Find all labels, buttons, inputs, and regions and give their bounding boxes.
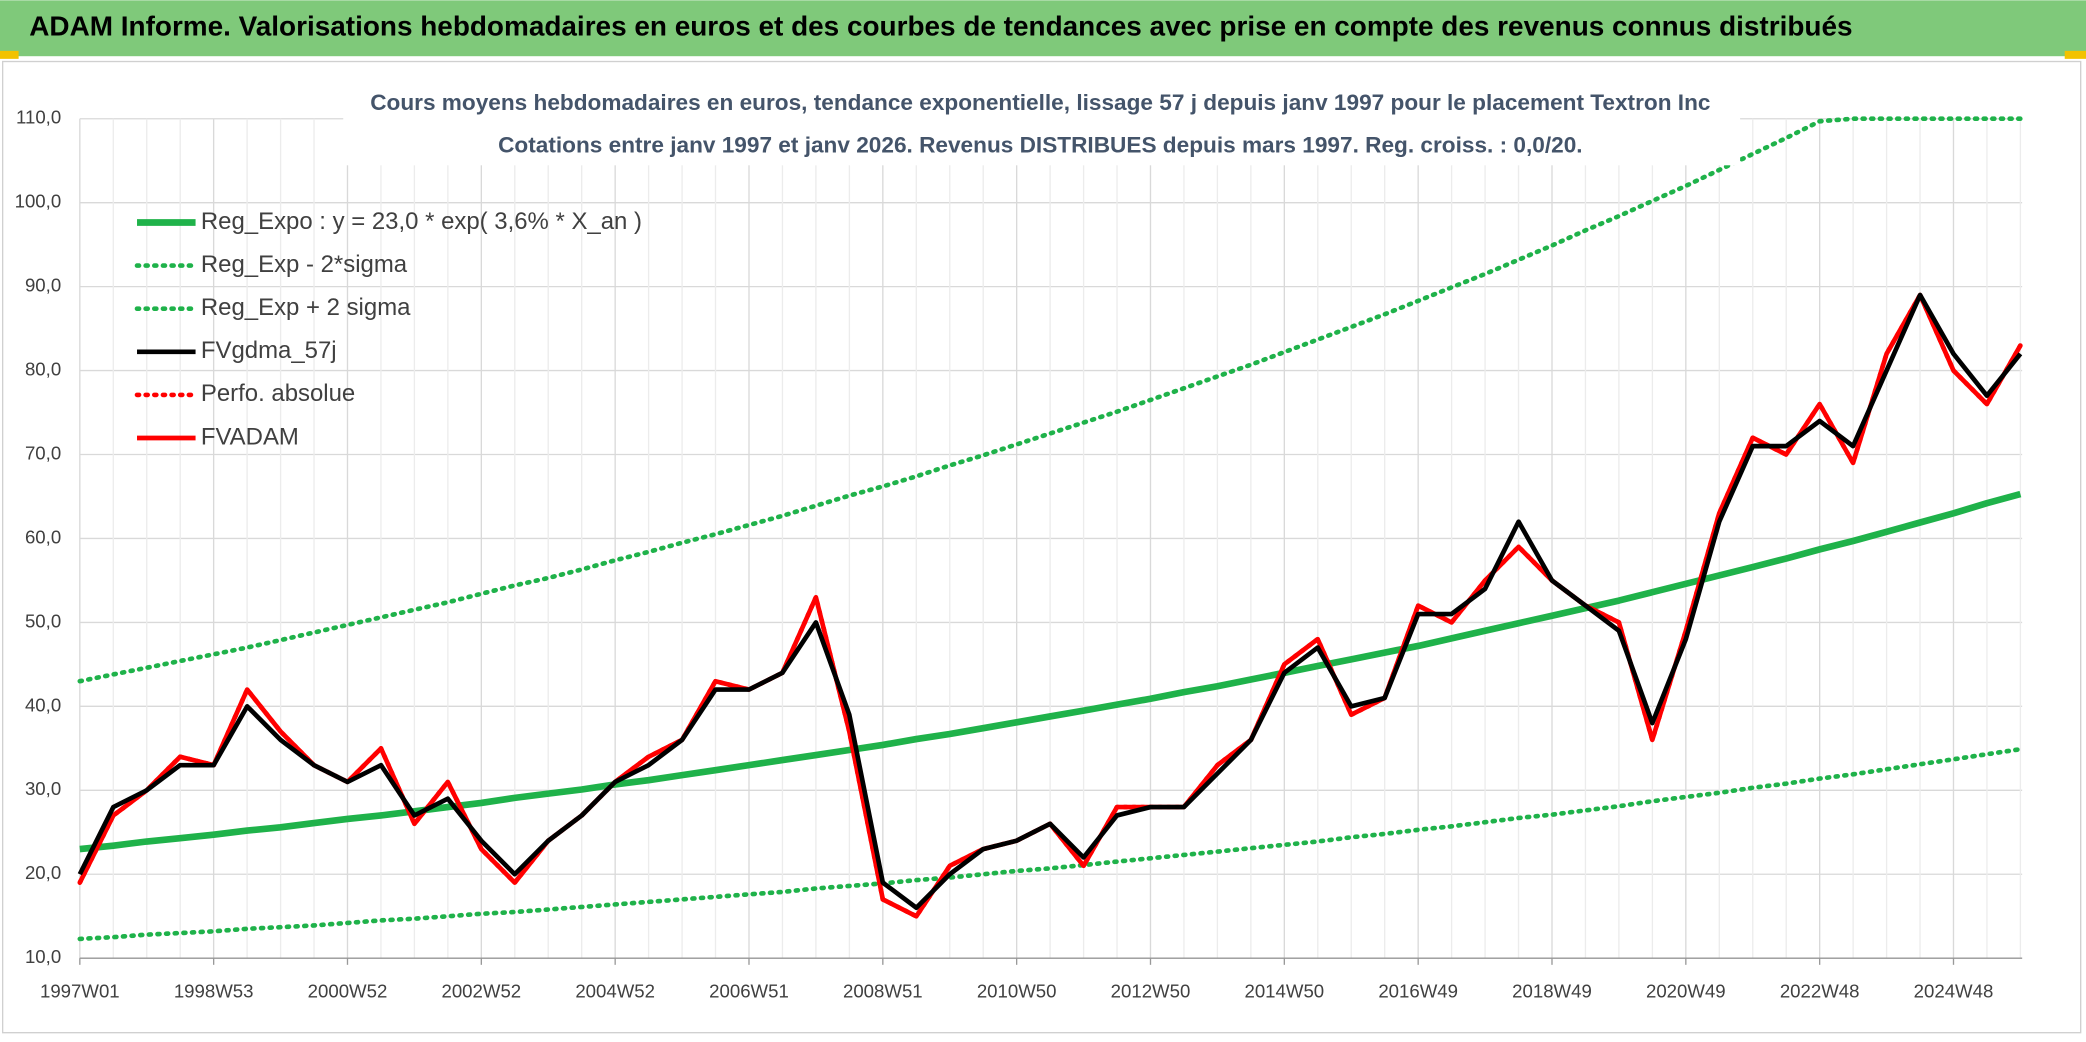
series-line [77, 746, 2023, 942]
x-tick-label: 1998W53 [174, 981, 254, 1002]
series-line [77, 116, 2023, 684]
y-tick-label: 90,0 [25, 275, 61, 296]
x-tick-label: 2008W51 [843, 981, 923, 1002]
x-tick-label: 2012W50 [1111, 981, 1191, 1002]
legend-label: Reg_Expo : y = 23,0 * exp( 3,6% * X_an ) [201, 208, 642, 235]
chart-subtitle: Cotations entre janv 1997 et janv 2026. … [498, 133, 1582, 158]
y-tick-label: 50,0 [25, 610, 61, 631]
header-title: ADAM Informe. Valorisations hebdomadaire… [29, 11, 1852, 42]
y-tick-label: 70,0 [25, 442, 61, 463]
y-tick-label: 20,0 [25, 862, 61, 883]
x-tick-label: 2010W50 [977, 981, 1057, 1002]
y-tick-label: 110,0 [16, 107, 61, 128]
x-tick-label: 2002W52 [441, 981, 521, 1002]
x-tick-label: 2000W52 [308, 981, 388, 1002]
x-tick-label: 2018W49 [1512, 981, 1592, 1002]
y-tick-label: 40,0 [25, 694, 61, 715]
chart-title: Cours moyens hebdomadaires en euros, ten… [370, 90, 1710, 115]
y-tick-label: 10,0 [25, 946, 61, 967]
corner [0, 50, 19, 59]
x-tick-label: 2024W48 [1914, 981, 1994, 1002]
legend-label: Reg_Exp - 2*sigma [201, 251, 408, 278]
chart-frame [1, 60, 2082, 1034]
corner [2064, 50, 2086, 59]
header-bar [0, 0, 2086, 57]
legend-label: Perfo. absolue [201, 380, 355, 407]
y-tick-label: 60,0 [25, 526, 61, 547]
legend-label: Reg_Exp + 2 sigma [201, 294, 411, 321]
title-box [343, 88, 1741, 166]
series-line [77, 292, 2023, 911]
legend-label: FVgdma_57j [201, 337, 337, 364]
x-tick-label: 1997W01 [40, 981, 120, 1002]
x-tick-label: 2006W51 [709, 981, 789, 1002]
x-tick-label: 2022W48 [1780, 981, 1860, 1002]
series-line [79, 490, 2022, 853]
x-tick-label: 2020W49 [1646, 981, 1726, 1002]
x-tick-label: 2014W50 [1244, 981, 1324, 1002]
x-tick-label: 2016W49 [1378, 981, 1458, 1002]
y-tick-label: 80,0 [25, 358, 61, 379]
y-tick-label: 100,0 [15, 191, 62, 212]
x-tick-label: 2004W52 [575, 981, 655, 1002]
legend-label: FVADAM [201, 423, 299, 450]
y-tick-label: 30,0 [25, 778, 61, 799]
